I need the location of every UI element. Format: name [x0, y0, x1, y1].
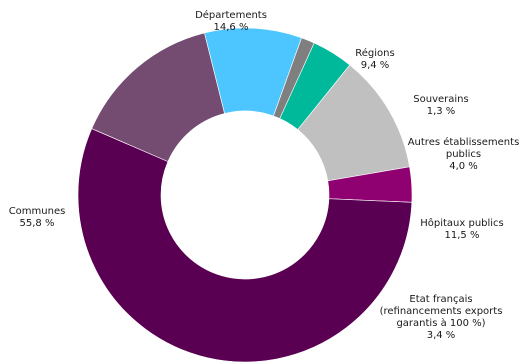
label-communes-name: Communes: [8, 206, 66, 217]
label-souverains-value: 1,3 %: [426, 106, 456, 117]
label-hopitaux: Hôpitaux publics 11,5 %: [414, 218, 510, 242]
label-departements-value: 14,6 %: [213, 22, 249, 33]
label-etat-name-1: Etat français: [409, 294, 473, 305]
label-departements: Départements 14,6 %: [176, 10, 286, 34]
label-souverains-name: Souverains: [413, 94, 469, 105]
label-communes: Communes 55,8 %: [4, 206, 70, 230]
label-etat-value: 3,4 %: [426, 330, 456, 341]
label-souverains: Souverains 1,3 %: [406, 94, 476, 118]
label-regions: Régions 9,4 %: [340, 48, 410, 72]
label-hopitaux-name: Hôpitaux publics: [420, 218, 504, 229]
label-autres-value: 4,0 %: [449, 161, 478, 172]
donut-hole: [161, 111, 329, 279]
label-hopitaux-value: 11,5 %: [444, 230, 480, 241]
label-departements-name: Départements: [195, 10, 267, 21]
label-etat-name-2: (refinancements exports: [379, 306, 503, 317]
label-regions-name: Régions: [355, 48, 395, 59]
label-communes-value: 55,8 %: [19, 218, 55, 229]
label-etat: Etat français (refinancements exports ga…: [376, 294, 506, 342]
donut-slices: [77, 27, 413, 363]
label-regions-value: 9,4 %: [360, 60, 390, 71]
label-autres-name-1: Autres établissements: [407, 137, 520, 148]
label-autres-name-2: publics: [445, 149, 482, 160]
label-autres: Autres établissements publics 4,0 %: [402, 137, 525, 173]
label-etat-name-3: garantis à 100 %): [396, 318, 486, 329]
